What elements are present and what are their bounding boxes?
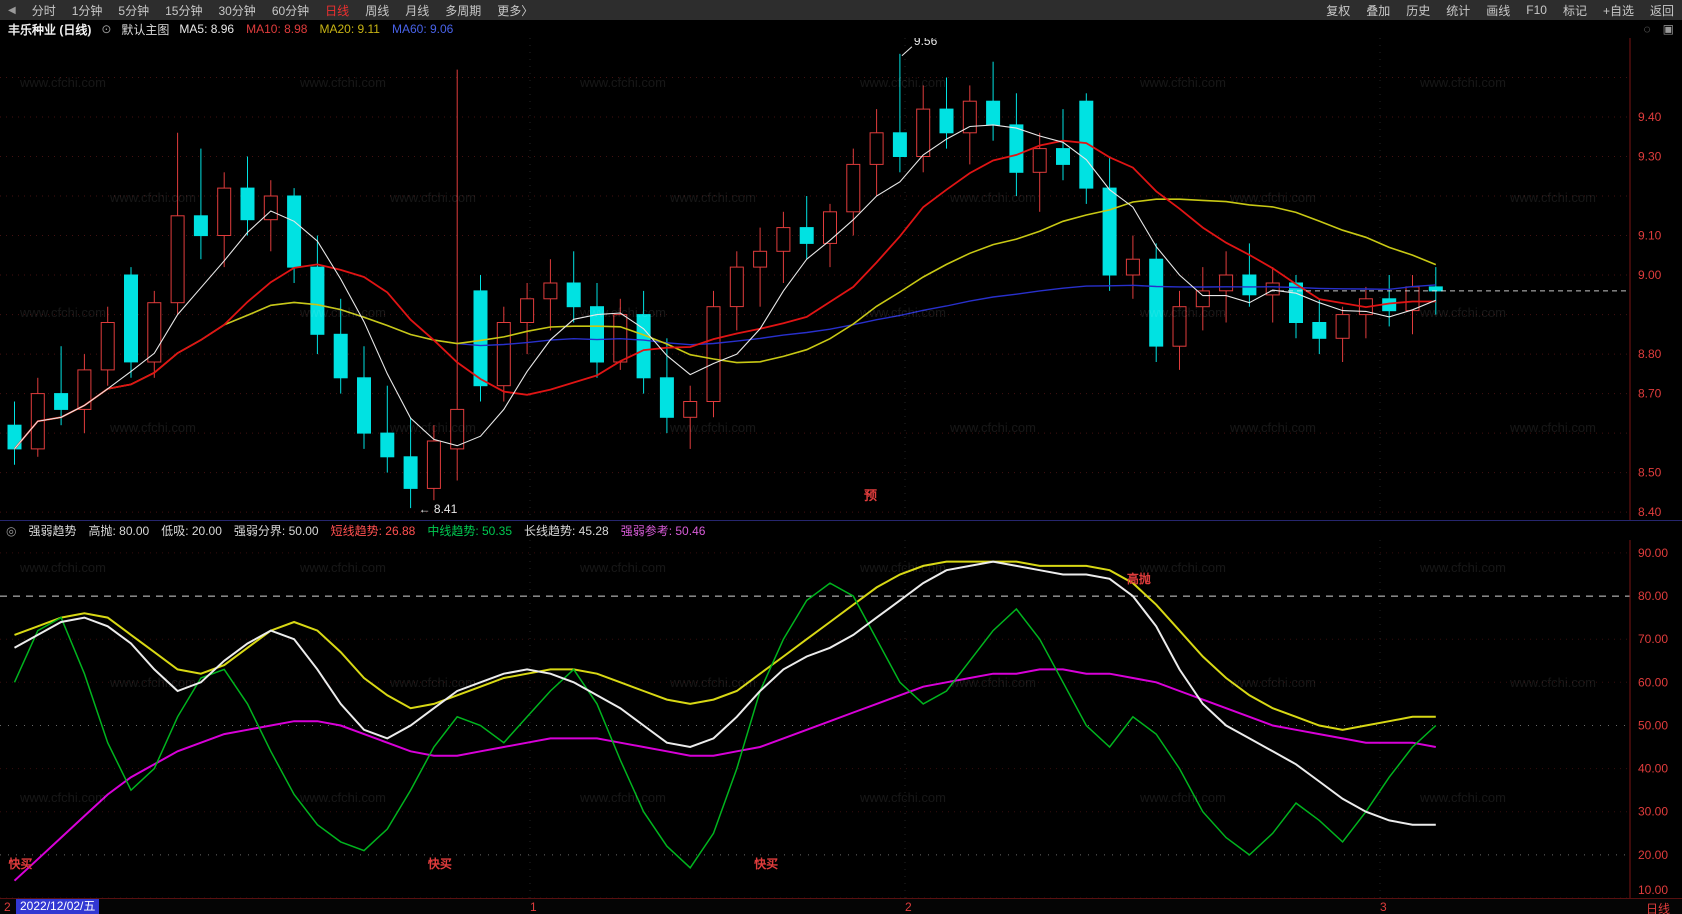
- svg-text:9.40: 9.40: [1638, 110, 1662, 124]
- period-tab-60分钟[interactable]: 60分钟: [271, 3, 310, 18]
- svg-text:50.00: 50.00: [1638, 718, 1668, 732]
- period-tab-月线[interactable]: 月线: [405, 3, 430, 18]
- svg-text:80.00: 80.00: [1638, 589, 1668, 603]
- indicator-header: ◎ 强弱趋势 高抛: 80.00 低吸: 20.00 强弱分界: 50.00 短线趋势…: [0, 520, 1682, 540]
- svg-text:40.00: 40.00: [1638, 762, 1668, 776]
- svg-text:9.30: 9.30: [1638, 150, 1662, 164]
- main-candle-chart[interactable]: 9.40 9.30 9.10 9.00 8.80 8.70 8.50 8.40 9.56 ← 8.…: [0, 34, 1682, 520]
- period-tab-多周期[interactable]: 多周期: [445, 3, 482, 18]
- toolbar-button-+自选[interactable]: +自选: [1602, 3, 1634, 18]
- symbol-name: 丰乐种业 (日线): [8, 22, 92, 37]
- svg-text:高抛: 高抛: [1127, 571, 1151, 586]
- svg-text:70.00: 70.00: [1638, 632, 1668, 646]
- current-date: 2022/12/02/五: [16, 899, 100, 914]
- ma-values: MA5: 8.96 MA10: 8.98 MA20: 9.11 MA60: 9.06: [179, 22, 453, 36]
- circle-icon[interactable]: ◌: [1643, 22, 1651, 36]
- ma-value-label: MA20: 9.11: [319, 22, 380, 36]
- indicator-toggle-icon[interactable]: ◎: [6, 523, 17, 538]
- period-tab-1分钟[interactable]: 1分钟: [71, 3, 103, 18]
- svg-text:8.40: 8.40: [1638, 505, 1662, 519]
- ma-value-label: MA60: 9.06: [391, 22, 454, 36]
- period-tab-日线[interactable]: 日线: [325, 3, 350, 18]
- panel-icon[interactable]: ▣: [1662, 22, 1674, 36]
- axis-prefix: 2: [4, 900, 11, 914]
- toolbar-button-统计[interactable]: 统计: [1446, 3, 1471, 18]
- svg-text:90.00: 90.00: [1638, 546, 1668, 560]
- indicator-param: 强弱分界: 50.00: [233, 524, 319, 538]
- svg-text:10.00: 10.00: [1638, 883, 1668, 897]
- toolbar-left: ◀ 分时 1分钟 5分钟 15分钟 30分钟 60分钟 日线 周线 月线 多周期 更多〉: [8, 2, 533, 19]
- svg-text:8.70: 8.70: [1638, 387, 1662, 401]
- indicator-name: 强弱趋势: [28, 524, 77, 538]
- toolbar-button-叠加[interactable]: 叠加: [1366, 3, 1391, 18]
- svg-text:9.56: 9.56: [914, 38, 938, 48]
- announcement-icon[interactable]: ◀: [8, 4, 16, 16]
- svg-text:20.00: 20.00: [1638, 848, 1668, 862]
- toolbar-button-历史[interactable]: 历史: [1406, 3, 1431, 18]
- chart-settings-icon[interactable]: ⊙: [101, 22, 112, 36]
- period-tab-更多〉[interactable]: 更多〉: [497, 3, 534, 18]
- svg-text:快买: 快买: [9, 856, 33, 871]
- indicator-param: 长线趋势: 45.28: [524, 524, 609, 538]
- title-icons: ◌ ▣: [1644, 22, 1674, 36]
- toolbar-button-复权[interactable]: 复权: [1326, 3, 1351, 18]
- toolbar: ◀ 分时 1分钟 5分钟 15分钟 30分钟 60分钟 日线 周线 月线 多周期 更多〉 复权 叠加 历史…: [0, 0, 1682, 20]
- indicator-chart[interactable]: 快买 快买 快买 高抛 90.00 80.00 70.00 60.00 50.00 40.00 30…: [0, 540, 1682, 899]
- period-tab-30分钟[interactable]: 30分钟: [218, 3, 256, 18]
- toolbar-right: 复权 叠加 历史 统计 画线 F10 标记 +自选 返回: [1326, 2, 1674, 19]
- period-tab-5分钟[interactable]: 5分钟: [118, 3, 150, 18]
- indicator-param: 低吸: 20.00: [161, 524, 222, 538]
- toolbar-button-F10[interactable]: F10: [1526, 3, 1547, 17]
- period-label: 日线: [1645, 902, 1670, 914]
- indicator-param: 短线趋势: 26.88: [330, 524, 416, 538]
- svg-text:60.00: 60.00: [1638, 675, 1668, 689]
- month-tick: 3: [1380, 900, 1387, 914]
- toolbar-button-返回[interactable]: 返回: [1649, 3, 1674, 18]
- svg-text:30.00: 30.00: [1638, 805, 1668, 819]
- time-axis-bar: 2 2022/12/02/五 1 2 3 日线: [0, 898, 1682, 914]
- svg-text:← 8.41: ← 8.41: [419, 502, 458, 516]
- indicator-param: 高抛: 80.00: [88, 524, 150, 538]
- period-tab-周线[interactable]: 周线: [365, 3, 390, 18]
- svg-text:9.10: 9.10: [1638, 229, 1662, 243]
- indicator-params: 高抛: 80.00 低吸: 20.00 强弱分界: 50.00 短线趋势: 26.88…: [89, 522, 706, 539]
- candle-svg: 9.40 9.30 9.10 9.00 8.80 8.70 8.50 8.40 9.56 ← 8.…: [0, 34, 1662, 520]
- svg-text:快买: 快买: [428, 856, 452, 871]
- svg-text:8.80: 8.80: [1638, 347, 1662, 361]
- indicator-svg: 快买 快买 快买 高抛 90.00 80.00 70.00 60.00 50.00 40.00 30…: [0, 540, 1668, 899]
- month-tick: 1: [530, 900, 537, 914]
- ma-value-label: MA5: 8.96: [179, 22, 235, 36]
- svg-text:预: 预: [864, 488, 877, 503]
- indicator-param: 中线趋势: 50.35: [427, 524, 513, 538]
- overlay-label[interactable]: 默认主图: [121, 22, 170, 37]
- toolbar-button-画线[interactable]: 画线: [1486, 3, 1511, 18]
- ma-value-label: MA10: 8.98: [246, 22, 308, 36]
- indicator-param: 强弱参考: 50.46: [620, 524, 706, 538]
- svg-text:8.50: 8.50: [1638, 466, 1662, 480]
- toolbar-button-标记[interactable]: 标记: [1562, 3, 1587, 18]
- svg-text:9.00: 9.00: [1638, 268, 1662, 282]
- period-tab-分时[interactable]: 分时: [31, 3, 56, 18]
- month-tick: 2: [905, 900, 912, 914]
- svg-text:快买: 快买: [754, 856, 778, 871]
- title-bar: 丰乐种业 (日线) ⊙ 默认主图 MA5: 8.96 MA10: 8.98 MA20…: [0, 20, 1682, 38]
- period-tab-15分钟[interactable]: 15分钟: [165, 3, 203, 18]
